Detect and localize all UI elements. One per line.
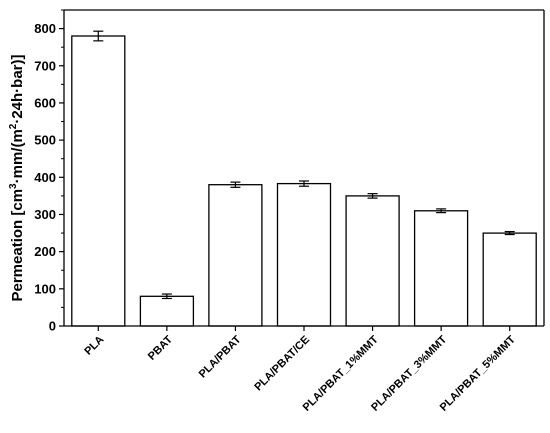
- y-tick-label-8: 800: [34, 21, 56, 36]
- bar-4: [345, 195, 400, 327]
- y-tick-label-3: 300: [34, 207, 56, 222]
- y-tick-label-7: 700: [34, 58, 56, 73]
- bar-1: [139, 295, 195, 327]
- y-tick-label-1: 100: [34, 281, 56, 296]
- x-labels-group: PLA PBAT PLA/PBAT PLA/PBAT/CEPLA/PBAT_1%MMT…: [82, 333, 518, 413]
- y-tick-label-5: 500: [34, 133, 56, 148]
- x-tick-label-3: PLA/PBAT/CE: [252, 334, 312, 394]
- error-bar-1: [161, 293, 172, 300]
- y-tick-label-2: 200: [34, 244, 56, 259]
- bar-3: [276, 182, 332, 327]
- y-axis-title: Permeation [cm3·mm/(m2·24h·bar)]: [8, 54, 26, 301]
- bar-5: [413, 210, 469, 327]
- y-axis-title-part-2: ·mm/(m: [9, 129, 26, 183]
- y-axis-title-part-1: 3: [8, 183, 19, 189]
- y-tick-label-0: 0: [49, 319, 56, 334]
- error-bar-3: [299, 180, 309, 187]
- error-bar-6: [504, 230, 515, 236]
- error-bar-4: [367, 193, 378, 199]
- bar-6: [482, 232, 537, 327]
- error-bar-2: [230, 181, 241, 188]
- error-bars-group: [93, 30, 515, 300]
- x-tick-label-6: PLA/PBAT_5%MMT: [438, 333, 518, 413]
- error-bar-0: [93, 30, 104, 42]
- y-axis-title-part-3: 2: [8, 123, 19, 129]
- error-bar-5: [436, 208, 447, 214]
- axes-group: [63, 9, 545, 331]
- bar-0: [71, 35, 126, 327]
- y-ticks-group: 0 100 200 300 400 500 600 700 800: [34, 9, 64, 334]
- bar-2: [208, 184, 263, 327]
- x-tick-label-4: PLA/PBAT_1%MMT: [301, 333, 381, 413]
- y-axis-title-part-0: Permeation [cm: [9, 189, 26, 302]
- x-tick-label-0: PLA: [82, 334, 106, 358]
- x-tick-label-1: PBAT: [146, 333, 175, 362]
- y-axis-title-part-4: ·24h·bar)]: [9, 54, 26, 123]
- y-tick-label-4: 400: [34, 170, 56, 185]
- y-tick-label-6: 600: [34, 95, 56, 110]
- x-tick-label-2: PLA/PBAT: [197, 333, 244, 380]
- x-tick-label-5: PLA/PBAT_3%MMT: [369, 333, 449, 413]
